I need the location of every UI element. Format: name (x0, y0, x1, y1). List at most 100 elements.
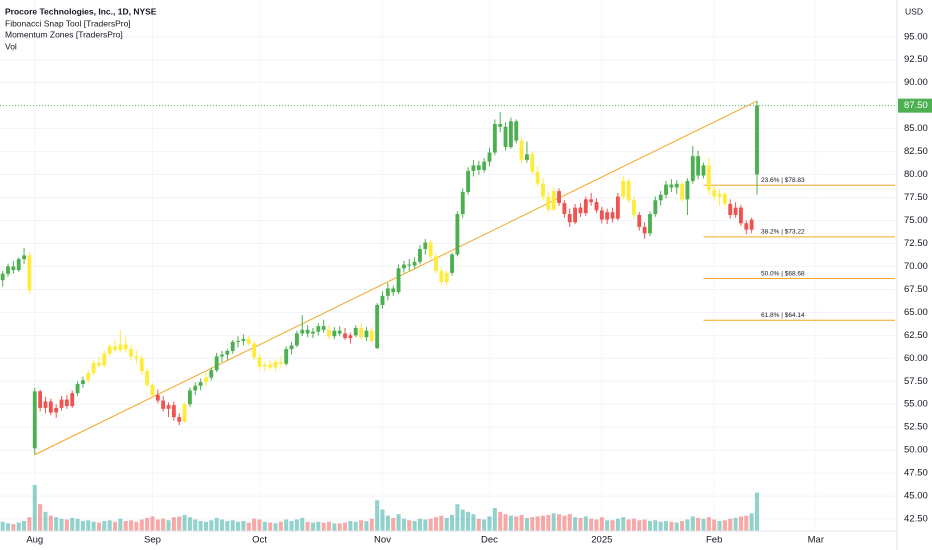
volume-bar (262, 521, 267, 531)
candle-body (27, 255, 32, 291)
candle-body (562, 203, 567, 215)
volume-bar (514, 516, 519, 531)
candle-body (498, 124, 503, 127)
volume-bar (733, 517, 738, 531)
y-tick-label: 92.50 (904, 54, 928, 65)
candle-body (615, 196, 620, 219)
candle-body (407, 264, 412, 266)
last-price-label: 87.50 (904, 100, 928, 111)
volume-bar (86, 520, 91, 531)
candle-body (311, 331, 315, 334)
candle-body (669, 184, 674, 188)
candle-body (166, 405, 171, 409)
volume-bar (64, 519, 69, 531)
volume-bar (59, 518, 64, 531)
volume-bar (557, 514, 562, 531)
x-tick-label: Sep (144, 535, 161, 546)
volume-bar (321, 522, 326, 531)
candle-body (86, 372, 91, 381)
candle-body (471, 165, 476, 171)
volume-bar (728, 518, 733, 531)
volume-bar (696, 517, 701, 531)
volume-bar (428, 518, 433, 531)
candle-body (343, 333, 347, 339)
volume-bar (43, 511, 48, 531)
volume-bar (653, 520, 658, 531)
y-tick-label: 67.50 (904, 284, 928, 295)
indicator-label: Vol (5, 41, 17, 51)
volume-bar (476, 518, 481, 531)
candle-body (80, 380, 85, 385)
candle-body (487, 152, 492, 162)
candle-body (375, 305, 380, 349)
volume-bar (567, 514, 572, 531)
volume-bar (369, 518, 374, 531)
volume-bar (460, 509, 465, 531)
volume-bar (38, 504, 43, 531)
fib-label: 23.6% | $78.83 (761, 177, 805, 184)
candle-body (434, 256, 438, 272)
candle-body (637, 214, 642, 227)
volume-bar (562, 515, 567, 531)
volume-bar (107, 520, 112, 531)
volume-bar (241, 521, 246, 531)
volume-bar (80, 521, 85, 531)
volume-bar (573, 517, 578, 531)
candle-body (423, 242, 428, 249)
volume-bar (203, 521, 208, 531)
candle-body (701, 165, 706, 176)
candle-body (118, 344, 123, 351)
x-tick-label: Dec (481, 535, 498, 546)
candle-body (578, 207, 583, 214)
candle-body (273, 361, 278, 368)
candle-body (680, 183, 685, 200)
volume-bar (129, 520, 134, 531)
volume-bar (305, 521, 310, 531)
volume-bar (551, 513, 556, 531)
volume-bar (396, 514, 401, 531)
candle-body (733, 207, 738, 215)
candle-body (749, 219, 754, 230)
candle-body (193, 385, 198, 391)
candle-body (359, 327, 364, 338)
y-tick-label: 45.00 (904, 491, 928, 502)
volume-bar (412, 521, 417, 531)
y-tick-label: 52.50 (904, 422, 928, 433)
y-tick-label: 65.00 (904, 307, 928, 318)
candle-body (364, 330, 369, 338)
candle-body (230, 341, 235, 351)
candle-body (728, 203, 733, 215)
candle-body (337, 330, 342, 334)
y-tick-label: 82.50 (904, 146, 928, 157)
volume-bar (161, 518, 166, 531)
candle-body (685, 180, 690, 200)
volume-bar (621, 517, 626, 531)
volume-bar (407, 520, 412, 531)
candle-body (6, 266, 10, 274)
candle-body (412, 261, 417, 266)
volume-bar (48, 515, 53, 531)
candle-body (11, 266, 16, 271)
volume-bar (166, 520, 171, 531)
volume-bar (717, 521, 722, 531)
candle-body (658, 194, 663, 201)
fib-label: 61.8% | $64.14 (761, 312, 805, 319)
candle-body (674, 183, 679, 188)
volume-bar (96, 522, 102, 531)
y-tick-label: 90.00 (904, 77, 928, 88)
candle-body (418, 248, 422, 262)
candle-body (653, 200, 658, 215)
candle-body (551, 191, 556, 210)
candle-body (0, 273, 5, 281)
volume-bar (658, 521, 663, 531)
candle-body (706, 165, 711, 191)
volume-bar (749, 513, 754, 531)
candle-body (145, 371, 150, 385)
candle-body (535, 171, 540, 184)
volume-bar (75, 518, 80, 531)
volume-bar (27, 517, 32, 531)
candle-body (262, 364, 267, 367)
volume-bar (353, 521, 358, 531)
candle-body (48, 401, 53, 413)
indicator-label: Fibonacci Snap Tool [TradersPro] (5, 18, 131, 28)
